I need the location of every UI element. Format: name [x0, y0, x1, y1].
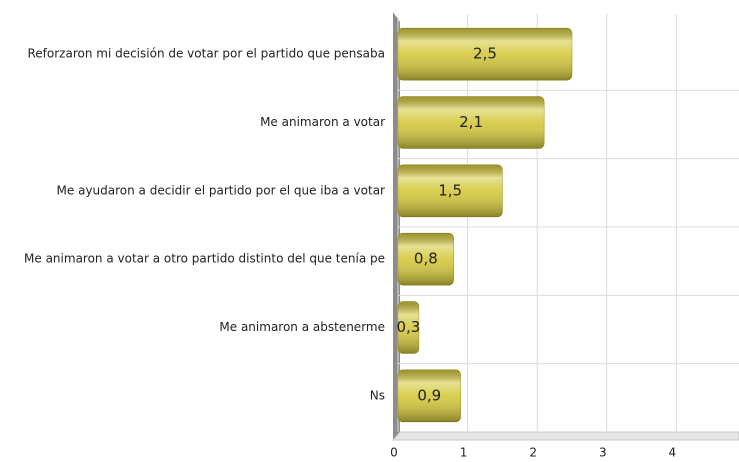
x-tick-label: 1	[460, 446, 468, 460]
y-tick-label: Me animaron a votar	[260, 115, 385, 129]
bar-shading	[398, 28, 572, 81]
value-label: 0,8	[414, 250, 438, 268]
bar-shading	[398, 301, 419, 354]
value-label: 1,5	[438, 181, 462, 199]
value-label: 2,1	[459, 113, 483, 131]
y-tick-label: Reforzaron mi decisión de votar por el p…	[27, 47, 385, 61]
x-tick-label: 4	[669, 446, 677, 460]
axis-floor	[391, 431, 739, 441]
y-tick-label: Me animaron a votar a otro partido disti…	[24, 252, 385, 266]
y-tick-label: Ns	[370, 388, 385, 402]
bar-shading	[398, 96, 545, 149]
bar-shading	[398, 233, 454, 286]
value-label: 0,9	[417, 386, 441, 404]
bar-shading	[398, 164, 503, 217]
bar-shading	[398, 369, 461, 422]
x-tick-label: 2	[529, 446, 537, 460]
y-tick-label: Me animaron a abstenerme	[219, 320, 385, 334]
y-tick-label: Me ayudaron a decidir el partido por el …	[57, 183, 386, 197]
value-label: 0,3	[397, 318, 421, 336]
x-tick-label: 3	[599, 446, 607, 460]
value-label: 2,5	[473, 45, 497, 63]
x-tick-label: 0	[390, 446, 398, 460]
